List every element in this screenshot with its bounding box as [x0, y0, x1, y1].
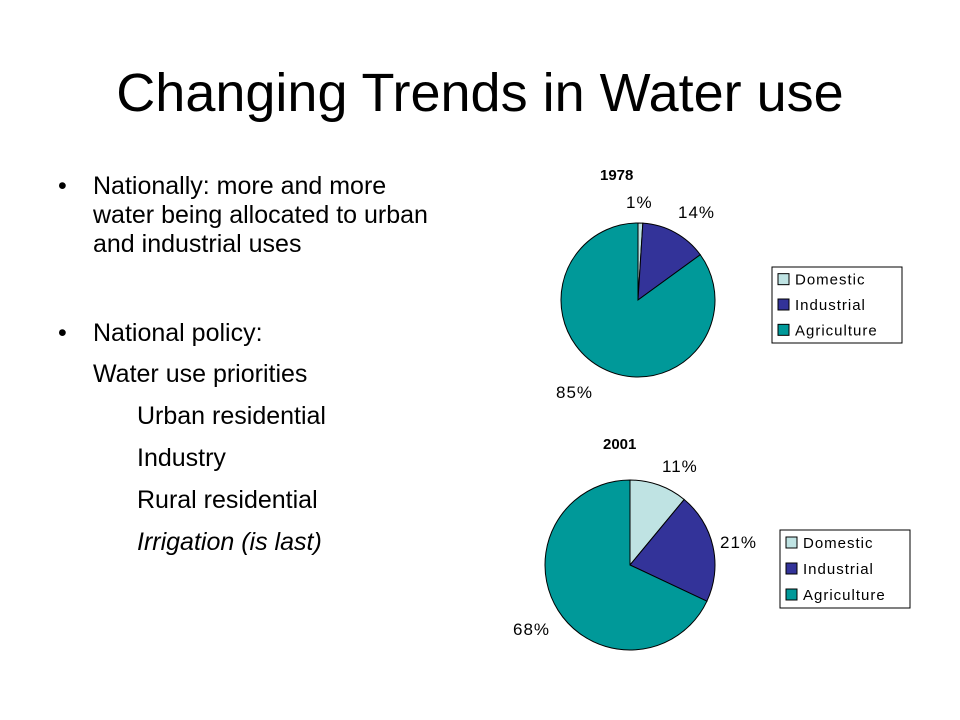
chart-legend: Domestic Industrial Agriculture: [771, 266, 903, 344]
priorities-heading: Water use priorities: [93, 360, 308, 388]
bullet-list: • Nationally: more and more water being …: [58, 172, 438, 563]
data-label-industrial: 14%: [678, 203, 715, 222]
bullet-dot-icon: •: [58, 319, 67, 347]
pie-slice-industrial: [637, 222, 701, 302]
legend-swatch-industrial: [785, 562, 798, 575]
pie-slice-agriculture: [560, 222, 716, 378]
bullet-dot-icon: •: [58, 172, 67, 200]
pie-chart-2001: 2001 11% 21% 68% Domestic Industrial Agricultu…: [513, 436, 911, 651]
data-label-agriculture: 68%: [513, 620, 550, 639]
pie-chart-1978: 1978 1% 14% 85% Domestic Industrial Agricultur…: [556, 167, 903, 402]
data-label-agriculture: 85%: [556, 383, 593, 402]
legend-swatch-domestic: [777, 273, 790, 286]
data-label-industrial: 21%: [720, 533, 757, 552]
legend-entry-agriculture: Agriculture: [803, 587, 886, 604]
priority-item: Rural residential: [137, 486, 318, 514]
slide-title: Changing Trends in Water use: [116, 63, 844, 123]
legend-entry-industrial: Industrial: [803, 561, 874, 578]
legend-box: [771, 266, 903, 344]
chart-title: 1978: [600, 167, 633, 184]
legend-swatch-agriculture: [777, 323, 790, 336]
priority-item: Irrigation (is last): [137, 528, 322, 556]
legend-swatch-domestic: [785, 536, 798, 549]
legend-box: [779, 529, 911, 609]
data-label-domestic: 11%: [662, 457, 698, 476]
bullet-text: National policy:: [93, 319, 263, 347]
legend-entry-industrial: Industrial: [795, 297, 866, 314]
legend-entry-agriculture: Agriculture: [795, 322, 878, 339]
legend-swatch-industrial: [777, 298, 790, 311]
bullet-item: • National policy:: [58, 313, 438, 353]
pie-slice-agriculture: [544, 479, 708, 651]
data-label-domestic: 1%: [626, 193, 653, 212]
priority-item: Urban residential: [137, 402, 326, 430]
pie-slice-industrial: [629, 498, 716, 602]
legend-swatch-agriculture: [785, 588, 798, 601]
chart-legend: Domestic Industrial Agriculture: [779, 529, 911, 609]
bullet-item: • Nationally: more and more water being …: [58, 172, 438, 259]
legend-entry-domestic: Domestic: [803, 535, 874, 552]
legend-entry-domestic: Domestic: [795, 272, 866, 289]
chart-title: 2001: [603, 436, 636, 453]
bullet-text: Nationally: more and more water being al…: [93, 172, 428, 258]
priority-item: Industry: [137, 444, 226, 472]
